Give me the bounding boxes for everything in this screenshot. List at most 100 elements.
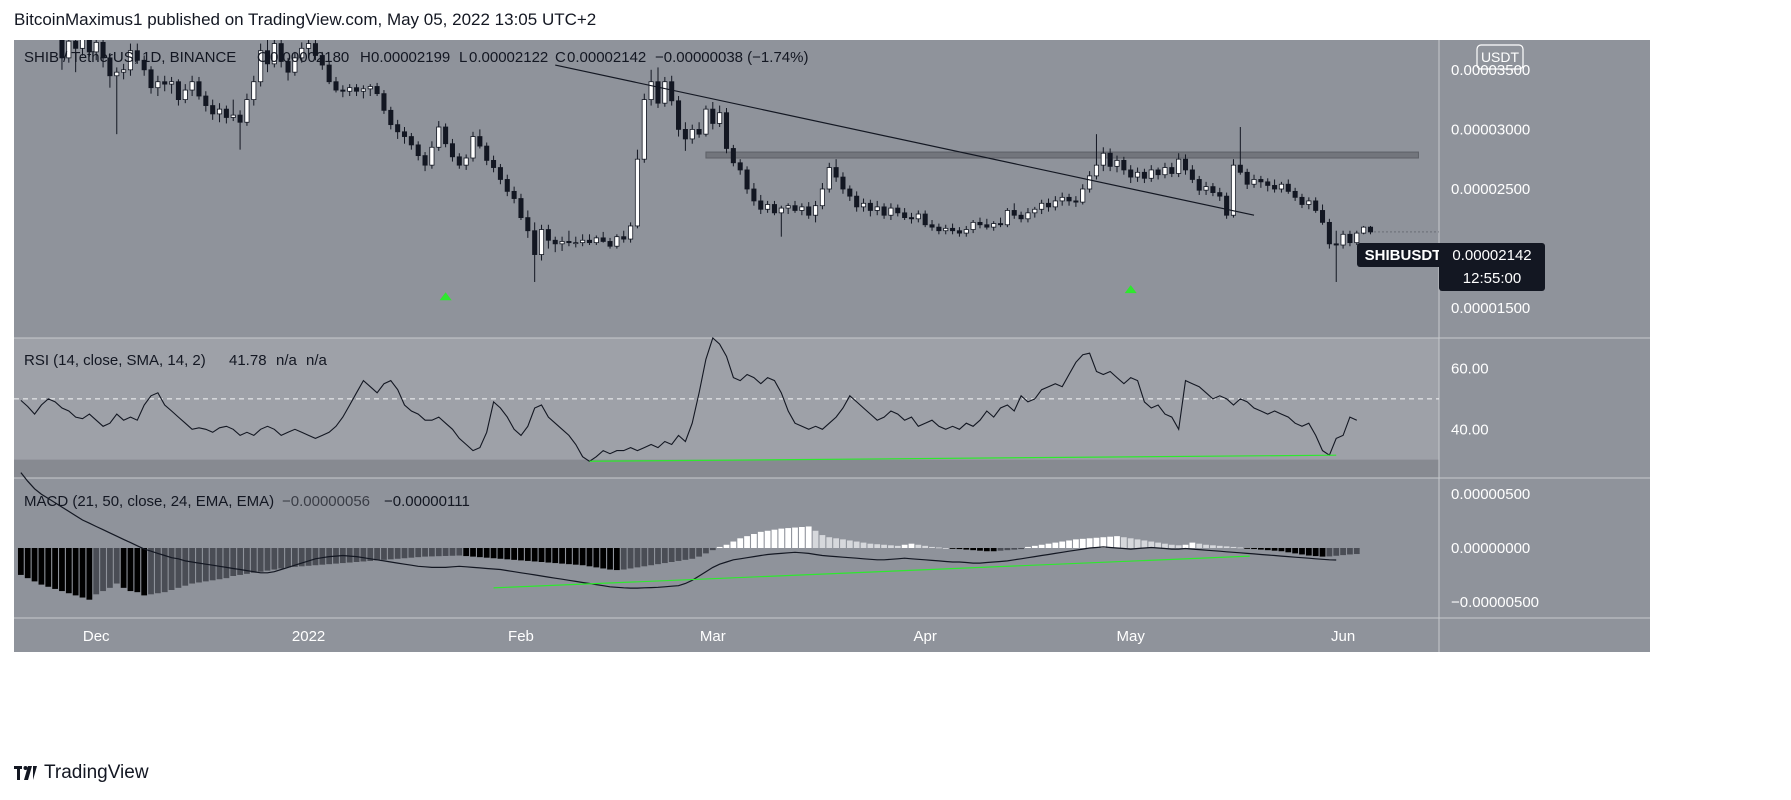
candle[interactable] — [456, 156, 462, 166]
candle[interactable] — [1367, 226, 1374, 233]
candle[interactable] — [285, 61, 291, 73]
candle[interactable] — [682, 129, 688, 140]
macd-line[interactable] — [20, 472, 1337, 589]
candle[interactable] — [819, 188, 825, 207]
candle[interactable] — [539, 229, 545, 255]
candle[interactable] — [1285, 183, 1291, 192]
candle[interactable] — [504, 179, 510, 192]
candle[interactable] — [641, 99, 647, 160]
candle[interactable] — [634, 158, 640, 227]
candle[interactable] — [1121, 159, 1127, 171]
candle[interactable] — [621, 236, 627, 240]
candle[interactable] — [1182, 158, 1189, 171]
candle[interactable] — [607, 241, 613, 247]
candle[interactable] — [1059, 196, 1065, 202]
candle[interactable] — [936, 226, 942, 232]
candle[interactable] — [1107, 152, 1113, 167]
candle[interactable] — [1326, 221, 1332, 245]
candle[interactable] — [484, 145, 490, 161]
candle[interactable] — [1141, 171, 1147, 179]
candle[interactable] — [1073, 200, 1079, 203]
candle[interactable] — [1169, 167, 1175, 174]
candle[interactable] — [998, 223, 1004, 226]
candle[interactable] — [148, 69, 154, 89]
candle[interactable] — [381, 93, 387, 111]
candle[interactable] — [292, 57, 298, 73]
candle[interactable] — [771, 204, 777, 214]
candle[interactable] — [545, 229, 551, 241]
candle[interactable] — [395, 124, 401, 133]
candle[interactable] — [237, 114, 243, 123]
candle[interactable] — [580, 239, 586, 244]
candle[interactable] — [1230, 164, 1236, 216]
candle[interactable] — [470, 136, 476, 159]
candle[interactable] — [943, 227, 949, 232]
candle[interactable] — [703, 108, 709, 135]
candle[interactable] — [66, 40, 72, 59]
candle[interactable] — [854, 195, 860, 208]
candle[interactable] — [1135, 171, 1141, 178]
candle[interactable] — [888, 207, 894, 216]
candle[interactable] — [278, 43, 284, 62]
candle[interactable] — [1093, 164, 1099, 177]
candle[interactable] — [799, 206, 805, 211]
candle[interactable] — [175, 81, 181, 101]
candle[interactable] — [155, 81, 161, 89]
candle[interactable] — [1217, 192, 1223, 197]
candle[interactable] — [264, 50, 271, 65]
candle[interactable] — [1210, 186, 1216, 193]
chart-svg[interactable]: 0.00003500 0.00003000 0.00002500 0.00001500… — [14, 40, 1650, 744]
candle[interactable] — [1039, 202, 1045, 210]
candle[interactable] — [723, 112, 730, 149]
candle[interactable] — [347, 87, 353, 92]
candle[interactable] — [689, 129, 695, 140]
candle[interactable] — [1347, 233, 1353, 244]
candle[interactable] — [566, 241, 572, 244]
candle[interactable] — [532, 230, 538, 255]
candle[interactable] — [1196, 179, 1202, 191]
candle[interactable] — [929, 224, 935, 228]
candle[interactable] — [1080, 188, 1086, 203]
candle[interactable] — [169, 81, 175, 85]
candle[interactable] — [449, 143, 455, 158]
candle[interactable] — [1333, 243, 1339, 246]
candle[interactable] — [210, 105, 216, 115]
candle[interactable] — [182, 89, 188, 100]
candle[interactable] — [902, 212, 908, 219]
candle[interactable] — [586, 239, 593, 244]
candle[interactable] — [1265, 181, 1271, 186]
candle[interactable] — [1018, 214, 1024, 220]
candle[interactable] — [93, 41, 99, 53]
candle[interactable] — [758, 200, 764, 210]
candle[interactable] — [751, 188, 757, 202]
candle[interactable] — [401, 131, 408, 137]
candle[interactable] — [408, 136, 414, 146]
candle[interactable] — [655, 81, 661, 104]
candle[interactable] — [648, 81, 654, 101]
candle[interactable] — [915, 213, 921, 220]
candle[interactable] — [676, 100, 682, 130]
candle[interactable] — [950, 227, 956, 232]
candle[interactable] — [847, 188, 853, 197]
candle[interactable] — [765, 204, 771, 210]
candle[interactable] — [1258, 179, 1264, 183]
candle[interactable] — [1306, 200, 1312, 205]
candle[interactable] — [1272, 185, 1278, 190]
candle[interactable] — [326, 64, 332, 83]
candle[interactable] — [1114, 159, 1120, 167]
candle[interactable] — [203, 95, 209, 106]
candle[interactable] — [1299, 196, 1305, 205]
candle[interactable] — [1278, 183, 1284, 190]
candle[interactable] — [374, 86, 380, 95]
candle[interactable] — [422, 155, 428, 166]
candle[interactable] — [710, 108, 716, 124]
candle[interactable] — [1244, 171, 1250, 185]
candle[interactable] — [1340, 233, 1346, 246]
candle[interactable] — [963, 229, 969, 234]
candle[interactable] — [518, 198, 524, 219]
candle[interactable] — [1320, 210, 1326, 223]
candle[interactable] — [1032, 208, 1038, 214]
candle[interactable] — [730, 148, 736, 164]
candle[interactable] — [737, 162, 743, 171]
currency-badge-box[interactable] — [1476, 44, 1524, 70]
